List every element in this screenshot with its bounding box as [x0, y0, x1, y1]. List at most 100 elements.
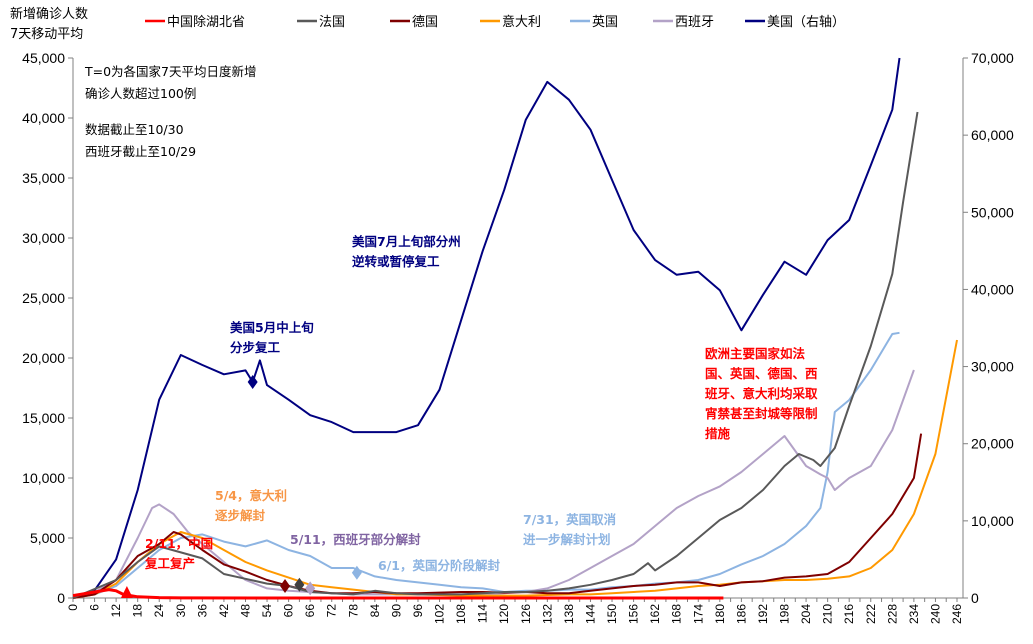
annotation-us-may: 美国5月中上旬 — [230, 320, 314, 335]
x-tick-label: 210 — [821, 604, 835, 624]
marker-france — [294, 577, 305, 592]
x-tick-label: 174 — [691, 604, 705, 624]
x-tick-label: 84 — [368, 604, 382, 618]
note-data-cutoff: 西班牙截止至10/29 — [85, 144, 196, 159]
right-tick-label: 10,000 — [971, 513, 1014, 529]
legend-label-6: 西班牙 — [675, 15, 714, 30]
x-tick-label: 216 — [842, 604, 856, 624]
x-tick-label: 90 — [389, 604, 403, 618]
x-tick-label: 96 — [411, 604, 425, 618]
annotation-europe: 欧洲主要国家如法 — [705, 346, 806, 361]
x-tick-label: 30 — [174, 604, 188, 618]
left-tick-label: 20,000 — [22, 350, 65, 366]
left-tick-label: 10,000 — [22, 470, 65, 486]
annotation-uk-july: 7/31，英国取消 — [523, 512, 617, 527]
x-tick-label: 102 — [433, 604, 447, 624]
annotation-uk-july: 进一步解封计划 — [523, 532, 611, 547]
legend-label-2: 法国 — [319, 15, 345, 30]
x-tick-label: 78 — [346, 604, 360, 618]
annotation-europe: 宵禁甚至封城等限制 — [705, 406, 818, 421]
x-tick-label: 246 — [950, 604, 964, 624]
right-tick-label: 20,000 — [971, 436, 1014, 452]
marker-china — [120, 586, 133, 598]
x-tick-label: 42 — [217, 604, 231, 618]
x-tick-label: 204 — [799, 604, 813, 624]
annotation-europe: 班牙、意大利均采取 — [705, 386, 818, 401]
legend-label-5: 英国 — [592, 15, 618, 30]
annotation-us-july: 美国7月上旬部分州 — [352, 234, 461, 249]
series-line-1 — [72, 588, 724, 600]
x-tick-label: 48 — [238, 604, 252, 618]
right-tick-label: 40,000 — [971, 281, 1014, 297]
left-tick-label: 45,000 — [22, 50, 65, 66]
y-axis-title: 7天移动平均 — [10, 27, 83, 42]
legend-label-7: 美国（右轴） — [767, 15, 845, 30]
x-tick-label: 18 — [131, 604, 145, 618]
x-tick-label: 54 — [260, 604, 274, 618]
note-data-cutoff: 数据截止至10/30 — [85, 122, 184, 137]
annotation-us-july: 逆转或暂停复工 — [352, 254, 440, 269]
x-tick-label: 222 — [864, 604, 878, 624]
right-tick-label: 30,000 — [971, 359, 1014, 375]
right-tick-label: 50,000 — [971, 204, 1014, 220]
annotation-europe: 国、英国、德国、西 — [705, 366, 818, 381]
annotation-us-may: 分步复工 — [230, 340, 281, 355]
x-tick-label: 108 — [454, 604, 468, 624]
x-tick-label: 120 — [497, 604, 511, 624]
legend-label-1: 中国除湖北省 — [167, 15, 245, 30]
note-t0: 确诊人数超过100例 — [85, 86, 196, 101]
x-tick-label: 234 — [907, 604, 921, 624]
x-tick-label: 72 — [325, 604, 339, 618]
x-tick-label: 156 — [627, 604, 641, 624]
x-tick-label: 240 — [928, 604, 942, 624]
x-tick-label: 180 — [713, 604, 727, 624]
marker-us-may — [247, 375, 258, 389]
series-line-2 — [72, 111, 919, 599]
x-tick-label: 60 — [282, 604, 296, 618]
x-tick-label: 132 — [540, 604, 554, 624]
x-tick-label: 198 — [778, 604, 792, 624]
series-line-7 — [72, 57, 901, 599]
legend-label-4: 意大利 — [502, 14, 541, 30]
note-t0: T=0为各国家7天平均日度新增 — [84, 64, 257, 79]
annotation-china: 2/11，中国 — [145, 536, 213, 551]
x-tick-label: 138 — [562, 604, 576, 624]
x-tick-label: 66 — [303, 604, 317, 618]
marker-italy — [280, 579, 291, 593]
x-tick-label: 12 — [109, 604, 123, 618]
x-tick-label: 0 — [66, 604, 80, 611]
annotation-italy: 5/4，意大利 — [215, 488, 287, 503]
left-tick-label: 25,000 — [22, 290, 65, 306]
x-tick-label: 162 — [648, 604, 662, 624]
annotation-china: 复工复产 — [144, 556, 195, 571]
left-tick-label: 15,000 — [22, 410, 65, 426]
x-tick-label: 114 — [476, 604, 490, 623]
marker-spain — [305, 581, 316, 596]
x-tick-label: 6 — [88, 604, 102, 611]
right-tick-label: 70,000 — [971, 50, 1014, 66]
annotation-spain: 5/11，西班牙部分解封 — [290, 532, 421, 547]
x-tick-label: 24 — [152, 604, 166, 618]
x-tick-label: 36 — [195, 604, 209, 618]
right-tick-label: 60,000 — [971, 127, 1014, 143]
left-tick-label: 30,000 — [22, 230, 65, 246]
right-tick-label: 0 — [971, 590, 979, 606]
x-tick-label: 228 — [885, 604, 899, 624]
left-tick-label: 35,000 — [22, 170, 65, 186]
series-line-4 — [72, 339, 958, 599]
x-tick-label: 192 — [756, 604, 770, 624]
left-tick-label: 40,000 — [22, 110, 65, 126]
annotation-italy: 逐步解封 — [215, 508, 266, 523]
x-tick-label: 144 — [583, 604, 597, 624]
legend-label-3: 德国 — [412, 15, 438, 30]
marker-uk-june — [351, 565, 362, 580]
annotation-europe: 措施 — [705, 426, 731, 441]
y-axis-title: 新增确诊人数 — [10, 6, 88, 22]
x-tick-label: 126 — [519, 604, 533, 624]
x-tick-label: 186 — [734, 604, 748, 624]
left-tick-label: 5,000 — [30, 530, 65, 546]
left-tick-label: 0 — [57, 590, 65, 606]
annotation-uk-june: 6/1，英国分阶段解封 — [378, 558, 500, 573]
